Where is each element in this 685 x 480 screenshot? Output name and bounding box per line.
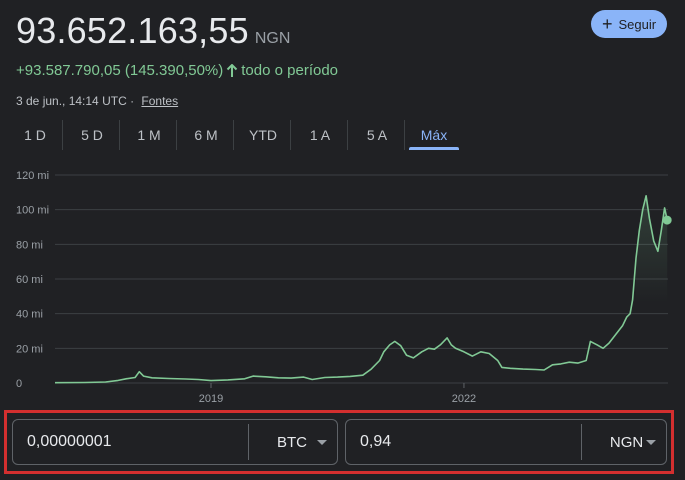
change-period: todo o período [241, 62, 339, 79]
to-currency-box: NGN [345, 419, 667, 465]
from-currency-select[interactable]: BTC [249, 420, 337, 464]
y-tick-label: 0 [16, 378, 22, 390]
series-area [636, 195, 668, 303]
divider [581, 424, 582, 460]
from-currency-label: BTC [277, 433, 307, 451]
dropdown-caret-icon [646, 439, 656, 445]
range-tabs: 1 D 5 D 1 M 6 M YTD 1 A 5 A Máx [8, 120, 463, 150]
timestamp: 3 de jun., 14:14 UTC [16, 94, 127, 108]
y-tick-label: 60 mi [16, 274, 43, 286]
price-header: 93.652.163,55 NGN [16, 10, 290, 52]
tab-5d[interactable]: 5 D [65, 120, 120, 150]
price-currency: NGN [254, 30, 291, 47]
tab-ytd[interactable]: YTD [236, 120, 291, 150]
x-tick-label: 2022 [452, 393, 476, 405]
y-tick-label: 120 mi [16, 170, 49, 182]
tab-1a[interactable]: 1 A [293, 120, 348, 150]
tab-1d[interactable]: 1 D [8, 120, 63, 150]
plus-icon: + [601, 13, 613, 34]
series-line [54, 195, 668, 384]
price-chart[interactable]: 0 20 mi 40 mi 60 mi 80 mi 100 mi 120 mi 2019 20… [0, 160, 685, 410]
tab-6m[interactable]: 6 M [179, 120, 234, 150]
sources-link[interactable]: Fontes [141, 94, 179, 108]
to-currency-select[interactable]: NGN [582, 420, 666, 464]
follow-label: Seguir [618, 16, 657, 32]
tab-max[interactable]: Máx [407, 120, 461, 150]
y-tick-label: 20 mi [16, 343, 43, 355]
current-price: 93.652.163,55 [16, 10, 249, 51]
price-change: +93.587.790,05 (145.390,50%) todo o perí… [16, 62, 338, 79]
to-currency-label: NGN [609, 433, 644, 451]
from-currency-box: BTC [12, 419, 338, 465]
to-amount-input[interactable] [346, 420, 581, 464]
arrow-up-icon [227, 63, 238, 77]
y-tick-label: 40 mi [16, 309, 43, 321]
change-value: +93.587.790,05 (145.390,50%) [16, 62, 224, 79]
divider [248, 424, 249, 460]
current-value-point [662, 215, 672, 225]
y-tick-label: 100 mi [16, 205, 49, 217]
from-amount-input[interactable] [13, 420, 248, 464]
follow-button[interactable]: + Seguir [591, 10, 667, 38]
currency-converter: BTC NGN [4, 410, 674, 474]
tab-1m[interactable]: 1 M [122, 120, 177, 150]
meta-separator: · [130, 94, 135, 108]
tab-5a[interactable]: 5 A [350, 120, 405, 150]
y-tick-label: 80 mi [16, 239, 43, 251]
timestamp-row: 3 de jun., 14:14 UTC · Fontes [16, 94, 178, 108]
dropdown-caret-icon [317, 439, 327, 445]
x-tick-label: 2019 [199, 393, 223, 405]
